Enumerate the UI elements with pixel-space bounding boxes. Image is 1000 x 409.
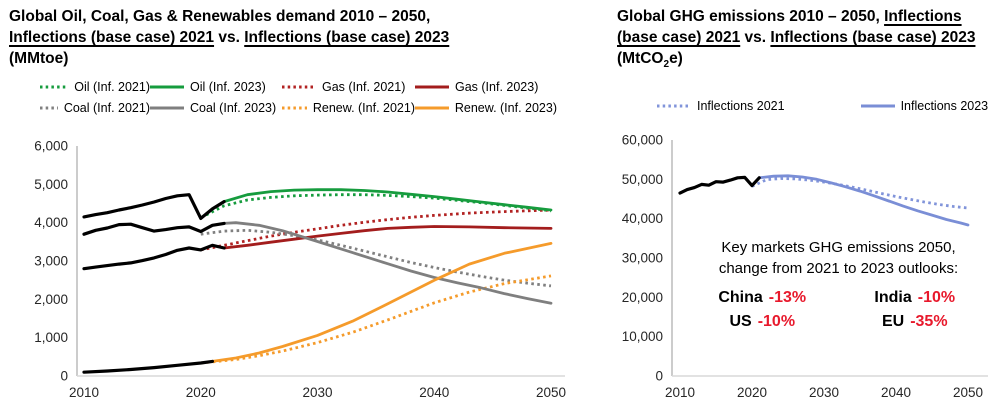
- left-title-line1: Global Oil, Coal, Gas & Renewables deman…: [9, 8, 431, 25]
- legend-label: Oil (Inf. 2021): [74, 80, 150, 94]
- demand-series-renew-historical: [82, 359, 214, 374]
- annotation-eu: EU -35%: [881, 313, 948, 330]
- legend-item-inflections-2023: Inflections 2023: [860, 99, 989, 113]
- right-title-vs: vs.: [740, 29, 771, 46]
- legend-key-inflections-2023: [860, 104, 895, 108]
- legend-key-oil-inf-2023: [150, 85, 184, 89]
- legend-key-gas-inf-2021: [282, 85, 316, 89]
- ghg-xtick-label: 2010: [665, 385, 695, 400]
- ghg-ytick-label: 50,000: [622, 172, 663, 187]
- annotation-india: India -10%: [874, 289, 956, 306]
- legend-key-coal-inf-2023: [150, 106, 184, 110]
- demand-series-gas-inf-2021: [200, 208, 552, 252]
- legend-label: Renew. (Inf. 2023): [454, 101, 557, 115]
- ghg-series-ghg-historical: [678, 175, 761, 195]
- annotation-us: US -10%: [729, 313, 796, 330]
- ghg-ytick-label: 60,000: [622, 133, 663, 148]
- legend-key-renew-inf-2021: [282, 106, 307, 110]
- demand-series-coal-inf-2023: [222, 221, 553, 305]
- ghg-xtick-label: 2020: [737, 385, 767, 400]
- demand-series-renew-inf-2023: [210, 241, 553, 363]
- legend-label: Renew. (Inf. 2021): [312, 101, 415, 115]
- left-title-vs: vs.: [214, 29, 245, 46]
- annotation-markets: China -13% India -10% US -10% EU -35%: [686, 287, 991, 333]
- demand-ytick-label: 2,000: [34, 292, 68, 307]
- ghg-annotation: Key markets GHG emissions 2050, change f…: [686, 237, 991, 333]
- demand-ytick-label: 3,000: [34, 254, 68, 269]
- right-title-unit-prefix: (MtCO: [617, 50, 664, 67]
- demand-xtick-label: 2030: [302, 385, 332, 400]
- demand-series-gas-historical: [82, 243, 226, 271]
- legend-key-renew-inf-2023: [415, 106, 449, 110]
- left-title-unit: (MMtoe): [9, 50, 69, 67]
- demand-ytick-label: 5,000: [34, 177, 68, 192]
- legend-label: Gas (Inf. 2021): [322, 80, 406, 94]
- ghg-ytick-label: 30,000: [622, 251, 663, 266]
- ghg-ytick-label: 0: [655, 369, 663, 384]
- demand-xtick-label: 2020: [186, 385, 216, 400]
- ghg-xtick-label: 2030: [809, 385, 839, 400]
- legend-key-oil-inf-2021: [40, 85, 69, 89]
- legend-label: Coal (Inf. 2023): [190, 101, 277, 115]
- legend-key-coal-inf-2021: [40, 106, 58, 110]
- demand-series-gas-inf-2023: [222, 225, 553, 250]
- ghg-ytick-label: 10,000: [622, 329, 663, 344]
- demand-series-coal-historical: [82, 221, 226, 236]
- demand-series-oil-inf-2021: [200, 193, 552, 219]
- ghg-ytick-label: 40,000: [622, 211, 663, 226]
- annotation-line1: Key markets GHG emissions 2050,: [721, 239, 956, 256]
- demand-series-renew-inf-2021: [200, 274, 552, 365]
- legend-item-inflections-2021: Inflections 2021: [657, 99, 785, 113]
- legend-item-oil-inf-2023: Oil (Inf. 2023): [150, 80, 282, 94]
- demand-series-coal-inf-2021: [200, 228, 552, 288]
- legend-label: Gas (Inf. 2023): [455, 80, 539, 94]
- right-title-underline-2021: Inflections (base case) 2021: [617, 8, 962, 46]
- demand-legend: Oil (Inf. 2021) Oil (Inf. 2023) Gas (Inf. …: [40, 80, 557, 115]
- legend-item-gas-inf-2021: Gas (Inf. 2021): [282, 80, 415, 94]
- ghg-series-inflections-2021: [751, 177, 969, 210]
- demand-xtick-label: 2010: [69, 385, 99, 400]
- legend-key-gas-inf-2023: [415, 85, 449, 89]
- legend-key-inflections-2021: [657, 104, 691, 108]
- demand-xtick-label: 2050: [536, 385, 566, 400]
- demand-xtick-label: 2040: [419, 385, 449, 400]
- demand-ytick-label: 1,000: [34, 330, 68, 345]
- left-title-underline-2021: Inflections (base case) 2021: [9, 29, 215, 46]
- legend-label: Coal (Inf. 2021): [63, 101, 150, 115]
- demand-series-oil-historical: [82, 193, 226, 220]
- legend-item-renew-inf-2023: Renew. (Inf. 2023): [415, 101, 557, 115]
- ghg-legend: Inflections 2021 Inflections 2023: [657, 99, 988, 113]
- ghg-ytick-label: 20,000: [622, 290, 663, 305]
- right-chart-title: Global GHG emissions 2010 – 2050, Inflec…: [617, 6, 1000, 75]
- right-title-unit-sub: 2: [663, 59, 670, 71]
- legend-item-oil-inf-2021: Oil (Inf. 2021): [40, 80, 150, 94]
- demand-series-oil-inf-2023: [222, 188, 553, 212]
- demand-ytick-label: 4,000: [34, 215, 68, 230]
- ghg-xtick-label: 2040: [881, 385, 911, 400]
- demand-ytick-label: 6,000: [34, 139, 68, 154]
- legend-label: Oil (Inf. 2023): [190, 80, 266, 94]
- legend-item-gas-inf-2023: Gas (Inf. 2023): [415, 80, 557, 94]
- annotation-china: China -13%: [718, 289, 807, 306]
- left-title-underline-2023: Inflections (base case) 2023: [244, 29, 450, 46]
- ghg-series-inflections-2023: [757, 174, 970, 227]
- legend-label: Inflections 2023: [900, 99, 989, 113]
- legend-item-coal-inf-2021: Coal (Inf. 2021): [40, 101, 150, 115]
- left-chart-title: Global Oil, Coal, Gas & Renewables deman…: [9, 6, 601, 69]
- legend-item-coal-inf-2023: Coal (Inf. 2023): [150, 101, 282, 115]
- right-title-underline-2023: Inflections (base case) 2023: [770, 29, 976, 46]
- legend-label: Inflections 2021: [697, 99, 785, 113]
- legend-item-renew-inf-2021: Renew. (Inf. 2021): [282, 101, 415, 115]
- right-title-unit-suffix: e): [669, 50, 683, 67]
- annotation-line2: change from 2021 to 2023 outlooks:: [718, 260, 959, 277]
- ghg-xtick-label: 2050: [953, 385, 983, 400]
- demand-ytick-label: 0: [60, 369, 68, 384]
- right-title-line1: Global GHG emissions 2010 – 2050,: [617, 8, 885, 25]
